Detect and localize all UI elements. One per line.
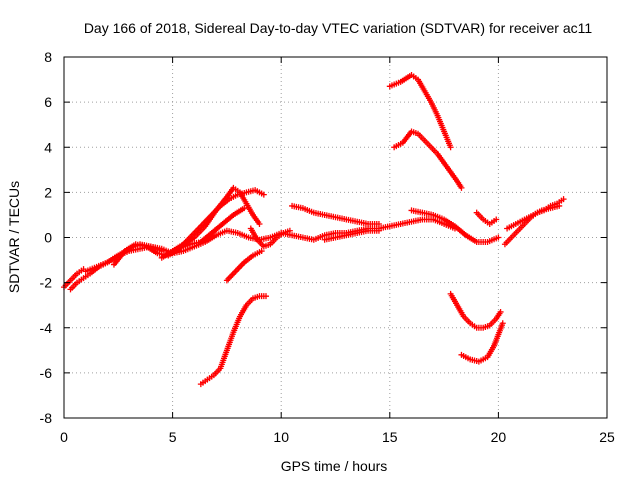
- grid: [64, 57, 607, 418]
- data-point-markers: [386, 72, 454, 151]
- x-tick-label: 20: [491, 429, 507, 445]
- y-tick-label: -6: [40, 365, 53, 381]
- y-tick-label: 8: [44, 49, 52, 65]
- series-arc-9: [247, 225, 293, 250]
- data-point-markers: [82, 241, 165, 275]
- data-point-markers: [408, 207, 502, 246]
- data-point-markers: [67, 216, 458, 293]
- series-arc-13: [391, 128, 465, 191]
- data-point-markers: [321, 227, 382, 243]
- data-point-markers: [110, 205, 248, 268]
- data-point-markers: [447, 290, 504, 331]
- series-arc-5: [158, 184, 263, 261]
- series-arc-3: [82, 241, 165, 275]
- data-point-markers: [173, 187, 267, 255]
- data-point-markers: [458, 320, 506, 365]
- data-point-markers: [247, 225, 293, 250]
- x-tick-label: 10: [273, 429, 289, 445]
- y-axis-label: SDTVAR / TECUs: [6, 181, 22, 293]
- series-arc-14: [408, 207, 502, 246]
- data-point-markers: [473, 209, 500, 227]
- series-arc-8: [223, 248, 265, 284]
- data-point-markers: [223, 248, 265, 284]
- series-arc-2: [67, 216, 458, 293]
- data-point-markers: [391, 128, 465, 191]
- series-arc-17: [458, 320, 506, 365]
- y-tick-label: 2: [44, 184, 52, 200]
- x-axis-label: GPS time / hours: [281, 458, 388, 474]
- y-tick-label: -2: [40, 275, 53, 291]
- chart-title: Day 166 of 2018, Sidereal Day-to-day VTE…: [84, 20, 593, 36]
- series-arc-12: [386, 72, 454, 151]
- series-arc-15: [473, 209, 500, 227]
- x-tick-label: 5: [169, 429, 177, 445]
- x-tick-label: 15: [382, 429, 398, 445]
- axis-ticks: 0 5 10 15 20 25 -8 -6 -4 -2 0 2 4 6 8: [40, 49, 615, 445]
- x-tick-label: 25: [599, 429, 615, 445]
- series-arc-7: [197, 293, 269, 388]
- x-tick-label: 0: [60, 429, 68, 445]
- series-arc-6: [173, 187, 267, 255]
- y-tick-label: -8: [40, 410, 53, 426]
- data-points: [61, 72, 567, 388]
- data-point-markers: [504, 202, 563, 232]
- data-point-markers: [158, 184, 263, 261]
- y-tick-label: -4: [40, 320, 53, 336]
- data-point-markers: [197, 293, 269, 388]
- series-arc-19: [504, 202, 563, 232]
- y-tick-label: 4: [44, 139, 52, 155]
- series-arc-4: [110, 205, 248, 268]
- series-arc-10: [289, 202, 382, 227]
- series-arc-16: [447, 290, 504, 331]
- data-point-markers: [289, 202, 382, 227]
- y-tick-label: 6: [44, 94, 52, 110]
- y-tick-label: 0: [44, 230, 52, 246]
- series-arc-11: [321, 227, 382, 243]
